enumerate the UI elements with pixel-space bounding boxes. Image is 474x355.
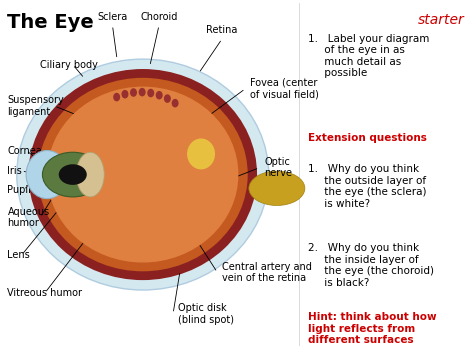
Text: Optic disk
(blind spot): Optic disk (blind spot): [178, 303, 234, 324]
Text: Suspensory
ligament: Suspensory ligament: [8, 95, 64, 117]
Ellipse shape: [249, 171, 305, 206]
Ellipse shape: [28, 69, 257, 280]
Text: Choroid: Choroid: [140, 12, 178, 22]
Text: Cornea: Cornea: [8, 146, 42, 155]
Ellipse shape: [121, 90, 128, 98]
Ellipse shape: [147, 89, 154, 97]
Ellipse shape: [76, 152, 104, 197]
Text: Pupil: Pupil: [8, 185, 31, 195]
Text: starter: starter: [418, 13, 465, 27]
Ellipse shape: [130, 88, 137, 97]
Text: 1.   Why do you think
     the outside layer of
     the eye (the sclera)
     i: 1. Why do you think the outside layer of…: [309, 164, 427, 209]
Text: Aqueous
humor: Aqueous humor: [8, 207, 50, 228]
Ellipse shape: [164, 94, 171, 103]
Text: Ciliary body: Ciliary body: [40, 60, 98, 70]
Text: 1.   Label your diagram
     of the eye in as
     much detail as
     possible: 1. Label your diagram of the eye in as m…: [309, 34, 430, 78]
Circle shape: [43, 152, 103, 197]
Text: 2.   Why do you think
     the inside layer of
     the eye (the choroid)
     i: 2. Why do you think the inside layer of …: [309, 243, 434, 288]
Ellipse shape: [26, 151, 68, 198]
Ellipse shape: [172, 99, 179, 108]
Text: Sclera: Sclera: [97, 12, 128, 22]
Ellipse shape: [17, 59, 269, 290]
Ellipse shape: [47, 87, 238, 263]
Text: Lens: Lens: [8, 250, 30, 260]
Text: Retina: Retina: [206, 26, 238, 36]
Text: Optic
nerve: Optic nerve: [264, 157, 292, 179]
Text: The Eye: The Eye: [8, 13, 94, 32]
Text: Fovea (center
of visual field): Fovea (center of visual field): [250, 78, 319, 99]
Text: Iris: Iris: [8, 166, 22, 176]
Text: Extension questions: Extension questions: [309, 133, 427, 143]
Ellipse shape: [138, 88, 146, 97]
Ellipse shape: [113, 93, 120, 102]
Text: Central artery and
vein of the retina: Central artery and vein of the retina: [222, 262, 312, 283]
Text: Vitreous humor: Vitreous humor: [8, 288, 82, 298]
Text: Hint: think about how
light reflects from
different surfaces: Hint: think about how light reflects fro…: [309, 312, 437, 345]
Circle shape: [59, 164, 87, 185]
Ellipse shape: [155, 91, 163, 99]
Ellipse shape: [38, 78, 248, 271]
Ellipse shape: [187, 138, 215, 169]
